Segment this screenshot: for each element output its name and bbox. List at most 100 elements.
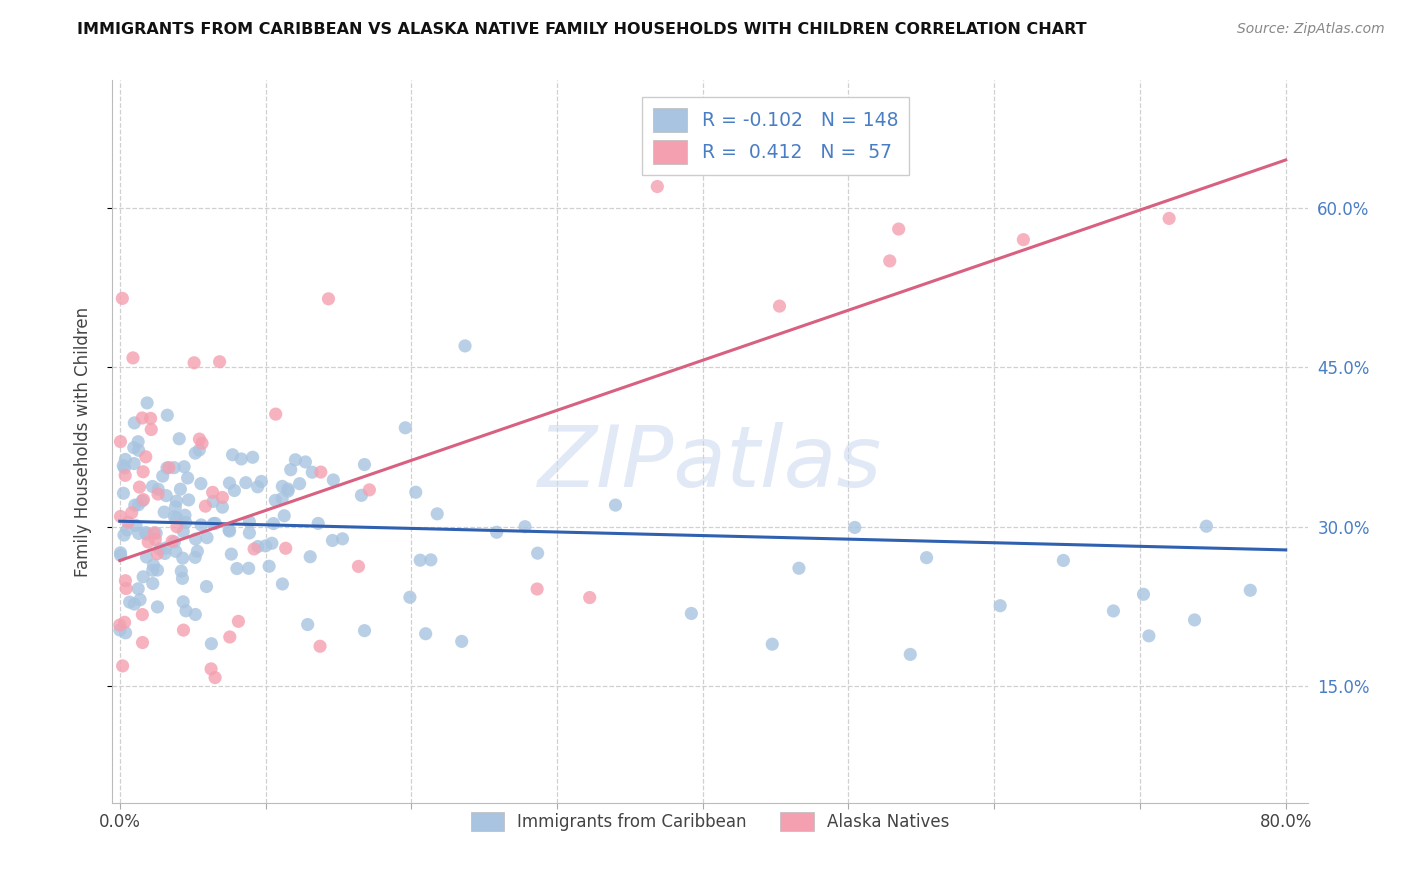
Point (174, 604, 197, 618)
Point (141, 423, 163, 437)
Point (108, 618, 131, 632)
Point (114, 468, 136, 483)
Point (160, 534, 183, 549)
Point (243, 541, 266, 556)
Point (353, 624, 375, 638)
Point (157, 460, 180, 475)
Point (260, 536, 283, 550)
Point (294, 455, 316, 469)
Point (122, 597, 145, 611)
Point (271, 577, 294, 591)
Point (218, 630, 240, 644)
Point (166, 520, 188, 534)
Point (226, 561, 249, 575)
Point (332, 532, 354, 546)
Point (309, 465, 332, 479)
Text: Source: ZipAtlas.com: Source: ZipAtlas.com (1237, 22, 1385, 37)
Point (136, 396, 159, 410)
Point (166, 511, 188, 525)
Point (114, 625, 136, 640)
Point (121, 506, 143, 520)
Point (135, 525, 157, 540)
Point (112, 528, 135, 542)
Point (124, 498, 146, 512)
Point (174, 508, 197, 523)
Point (124, 416, 146, 430)
Point (322, 473, 344, 487)
Point (426, 507, 449, 521)
Point (145, 526, 167, 541)
Point (146, 547, 169, 561)
Point (409, 553, 432, 567)
Point (142, 563, 165, 577)
Point (110, 549, 132, 563)
Point (132, 492, 155, 507)
Point (142, 558, 165, 573)
Point (156, 461, 179, 475)
Point (127, 434, 149, 449)
Point (176, 471, 198, 485)
Point (242, 450, 264, 465)
Point (273, 508, 295, 523)
Point (114, 615, 136, 630)
Point (221, 448, 243, 462)
Point (155, 541, 177, 555)
Point (177, 492, 200, 507)
Point (114, 574, 136, 588)
Point (288, 476, 311, 491)
Point (1159, 211, 1181, 226)
Point (231, 452, 253, 467)
Point (184, 532, 207, 546)
Point (394, 421, 416, 435)
Point (142, 576, 165, 591)
Point (108, 623, 131, 637)
Point (132, 570, 155, 584)
Point (190, 476, 212, 491)
Point (347, 559, 370, 574)
Point (1132, 587, 1154, 601)
Point (172, 623, 194, 637)
Point (201, 485, 224, 500)
Point (136, 535, 159, 549)
Point (112, 458, 135, 473)
Point (262, 516, 284, 531)
Point (681, 607, 703, 621)
Point (114, 452, 136, 467)
Point (768, 299, 790, 313)
Point (163, 460, 186, 475)
Point (218, 524, 240, 538)
Point (184, 550, 207, 565)
Point (191, 436, 214, 450)
Point (309, 639, 332, 653)
Point (195, 580, 218, 594)
Point (172, 595, 194, 609)
Point (146, 487, 169, 501)
Point (194, 499, 217, 513)
Point (228, 615, 250, 629)
Point (235, 475, 257, 490)
Point (125, 518, 148, 533)
Point (112, 486, 135, 500)
Point (135, 527, 157, 541)
Point (277, 484, 299, 499)
Point (148, 482, 170, 496)
Point (184, 446, 207, 460)
Point (204, 671, 226, 685)
Point (301, 465, 323, 479)
Point (246, 480, 269, 494)
Point (146, 599, 169, 614)
Point (1195, 519, 1218, 533)
Point (526, 582, 548, 596)
Point (172, 524, 194, 539)
Point (405, 485, 427, 500)
Point (163, 535, 186, 549)
Point (238, 525, 260, 540)
Point (415, 626, 437, 640)
Point (246, 540, 269, 554)
Point (419, 553, 441, 567)
Point (898, 648, 921, 662)
Point (280, 463, 302, 477)
Point (887, 222, 910, 236)
Point (915, 550, 938, 565)
Point (141, 479, 163, 493)
